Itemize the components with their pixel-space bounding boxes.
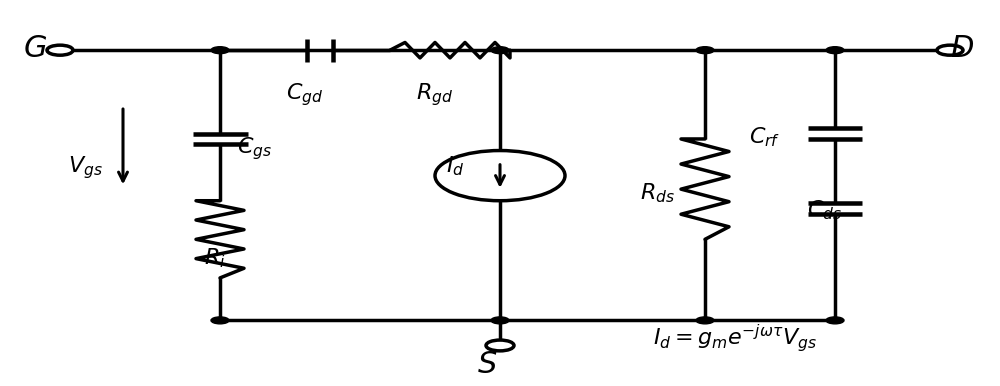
Text: $C_{gs}$: $C_{gs}$	[237, 135, 273, 162]
Circle shape	[491, 47, 509, 54]
Text: $C_{ds}$: $C_{ds}$	[807, 198, 843, 222]
Text: $I_d$: $I_d$	[446, 154, 464, 178]
Text: $C_{rf}$: $C_{rf}$	[749, 125, 781, 149]
Text: $R_{ds}$: $R_{ds}$	[640, 181, 676, 205]
Text: $D$: $D$	[950, 34, 974, 63]
Text: $G$: $G$	[23, 34, 47, 63]
Circle shape	[491, 317, 509, 324]
Circle shape	[826, 317, 844, 324]
Circle shape	[826, 47, 844, 54]
Circle shape	[696, 47, 714, 54]
Circle shape	[696, 317, 714, 324]
Text: $I_d = g_m e^{-j\omega\tau} V_{gs}$: $I_d = g_m e^{-j\omega\tau} V_{gs}$	[653, 322, 817, 354]
Text: $S$: $S$	[477, 350, 497, 379]
Text: $R_i$: $R_i$	[204, 247, 226, 271]
Text: $V_{gs}$: $V_{gs}$	[68, 154, 102, 181]
Text: $R_{gd}$: $R_{gd}$	[416, 81, 454, 108]
Circle shape	[211, 47, 229, 54]
Text: $C_{gd}$: $C_{gd}$	[286, 81, 324, 108]
Circle shape	[211, 317, 229, 324]
